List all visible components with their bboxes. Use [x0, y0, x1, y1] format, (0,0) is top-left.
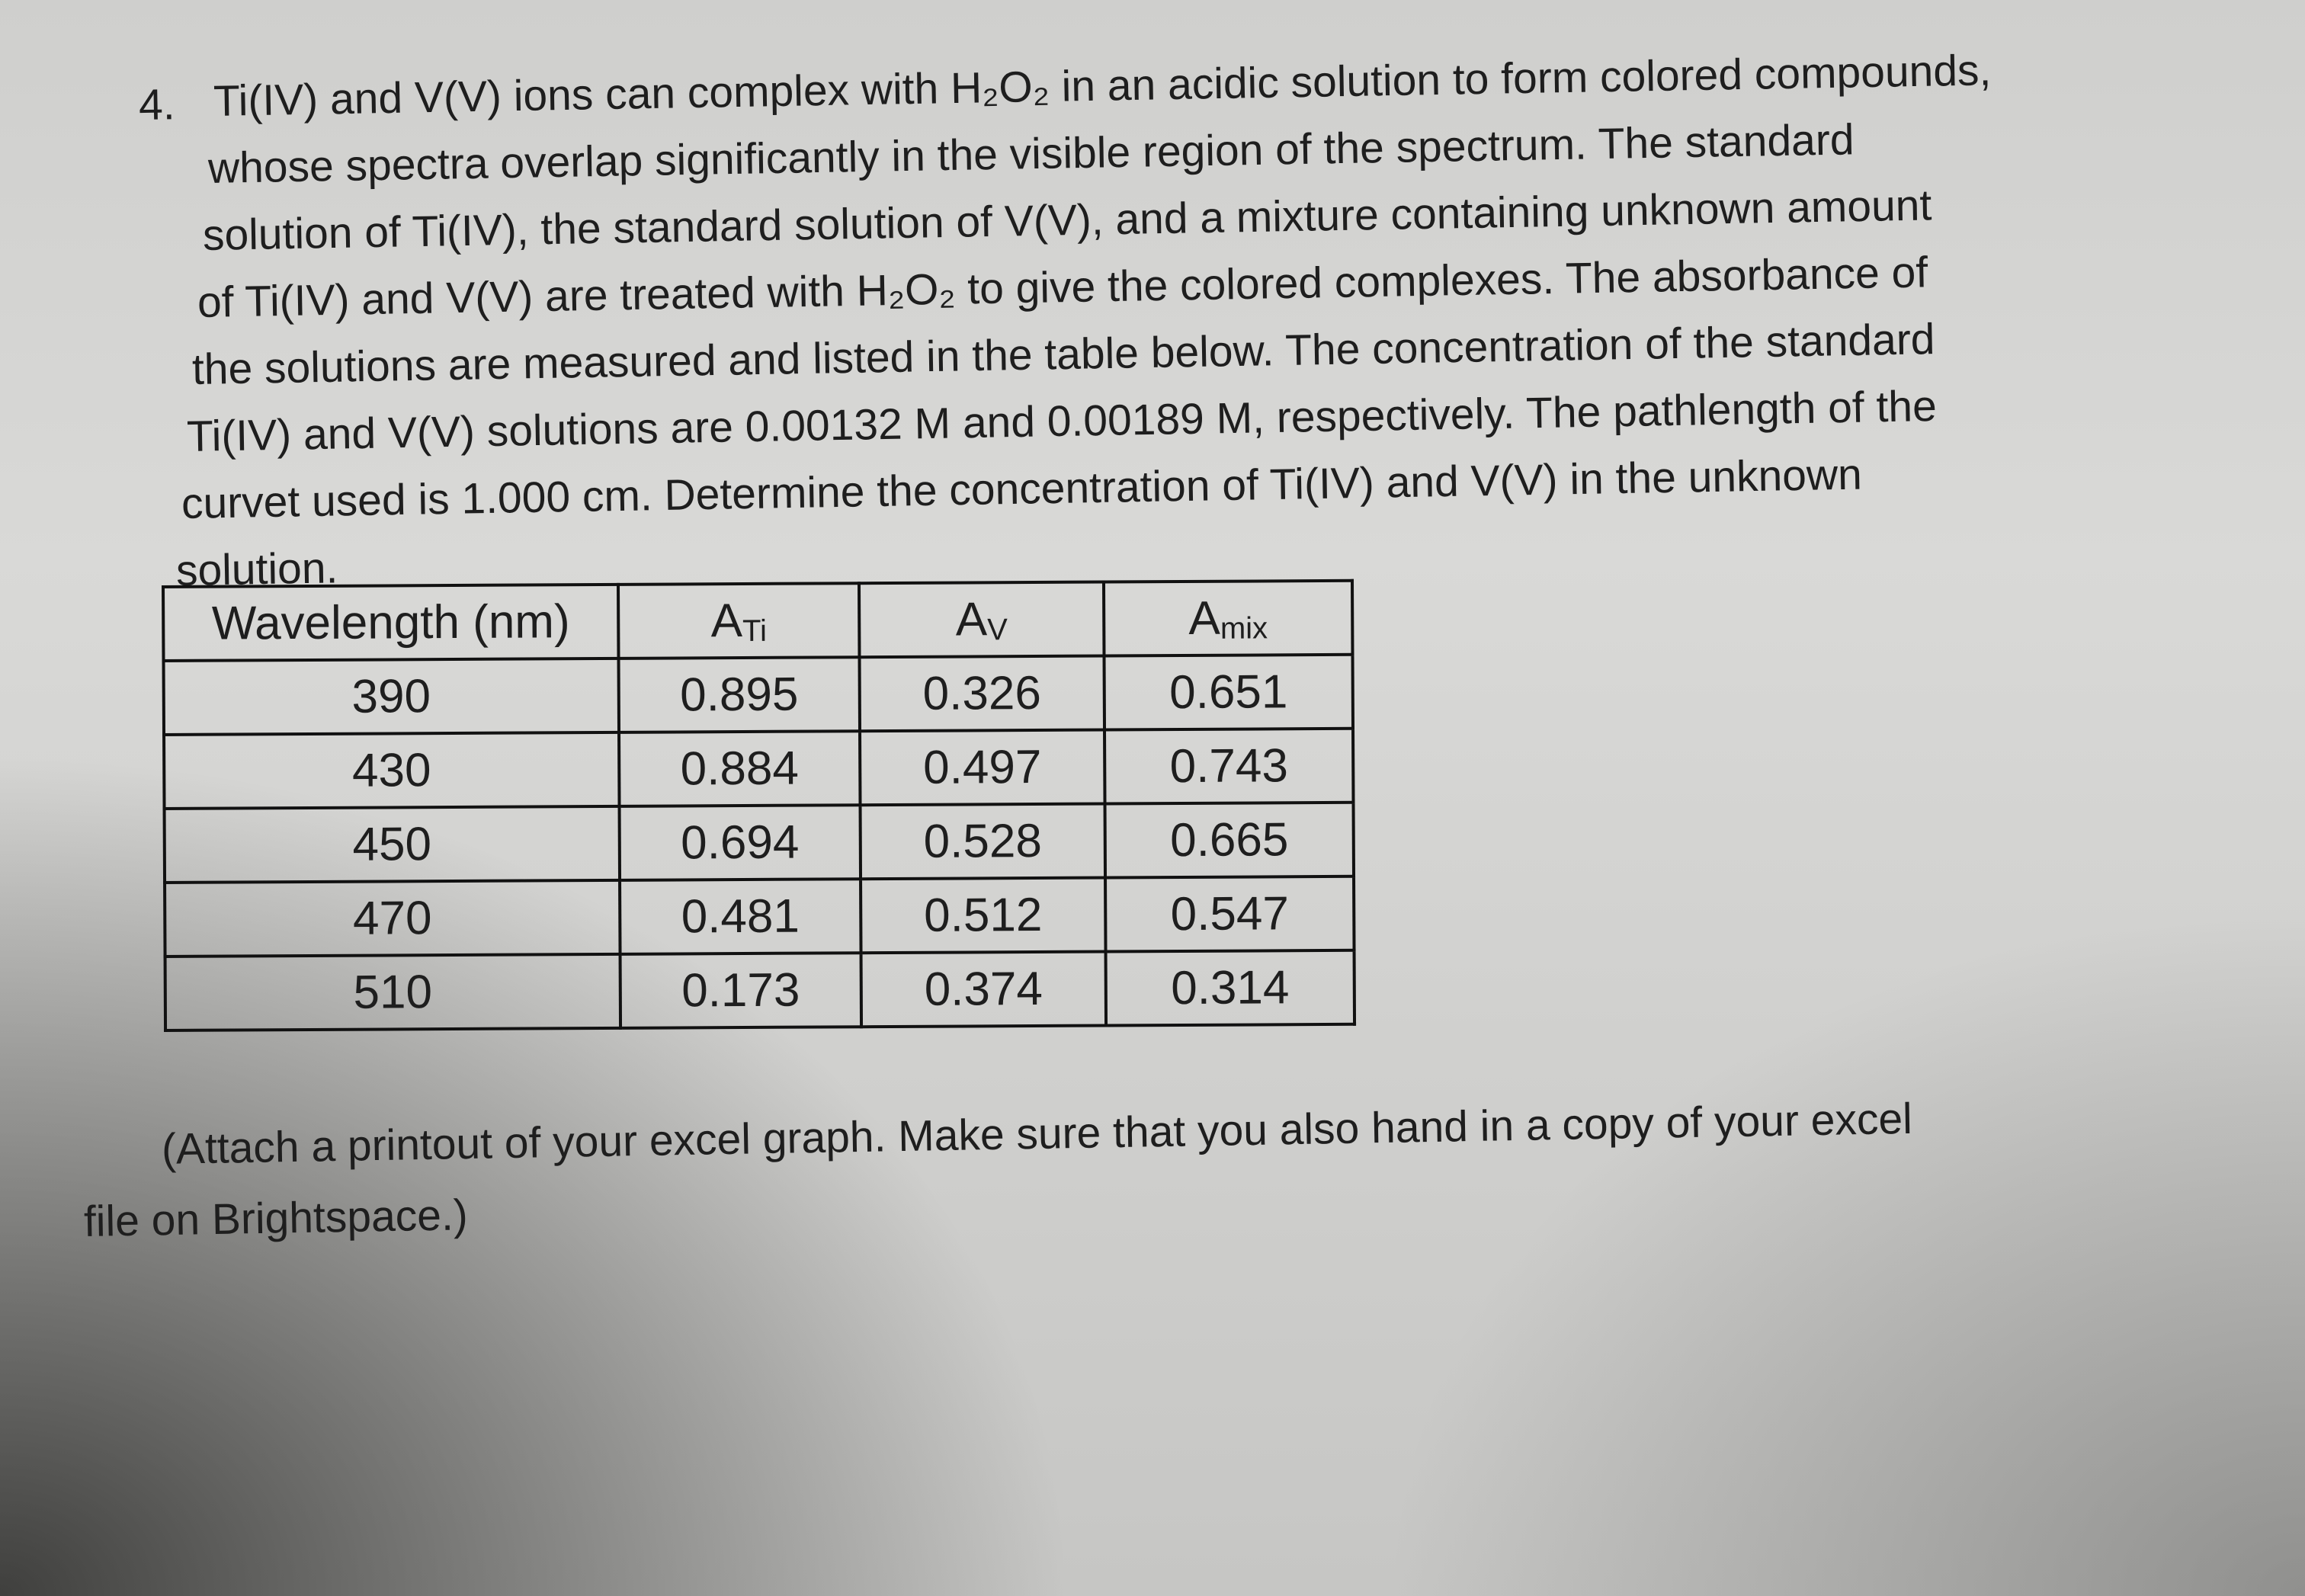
question-line: solution of Ti(IV), the standard solutio… — [202, 181, 1932, 260]
table-cell: 0.497 — [860, 729, 1105, 806]
question-line: curvet used is 1.000 cm. Determine the c… — [181, 450, 1863, 528]
table-cell: 0.694 — [619, 805, 861, 880]
table-cell: 0.326 — [859, 655, 1105, 732]
table-cell: 0.173 — [620, 953, 862, 1028]
header-cell: AV — [858, 582, 1104, 658]
header-subscript: mix — [1220, 611, 1268, 646]
table-row: 510 0.173 0.374 0.314 — [165, 950, 1355, 1030]
question-number: 4. — [138, 80, 176, 130]
header-cell: ATi — [618, 583, 860, 659]
header-text: A — [955, 592, 988, 646]
header-cell: Amix — [1103, 580, 1353, 656]
table-cell: 0.665 — [1104, 802, 1354, 878]
table-cell: 0.512 — [861, 877, 1106, 953]
table-cell: 0.314 — [1105, 950, 1355, 1026]
header-text: A — [710, 594, 743, 647]
table-row: 430 0.884 0.497 0.743 — [164, 728, 1354, 809]
footer-line: file on Brightspace.) — [83, 1191, 469, 1246]
question-line: whose spectra overlap significantly in t… — [207, 115, 1855, 193]
table-cell: 0.743 — [1104, 728, 1354, 804]
table-cell: 0.547 — [1105, 876, 1354, 952]
table-cell: 0.884 — [619, 731, 861, 806]
header-cell: Wavelength (nm) — [163, 584, 619, 661]
table-cell: 0.528 — [860, 803, 1106, 880]
footer-line: (Attach a printout of your excel graph. … — [161, 1094, 1913, 1174]
table-cell: 450 — [164, 806, 620, 883]
question-line: Ti(IV) and V(V) ions can complex with H₂… — [213, 46, 1992, 126]
table-cell: 0.374 — [861, 951, 1107, 1027]
table-cell: 390 — [163, 658, 620, 735]
header-text: A — [1188, 591, 1220, 645]
table-row: 450 0.694 0.528 0.665 — [164, 802, 1354, 883]
question-line: of Ti(IV) and V(V) are treated with H₂O₂… — [197, 248, 1928, 327]
table-cell: 470 — [165, 880, 620, 957]
header-text: Wavelength (nm) — [211, 595, 570, 650]
question-line: the solutions are measured and listed in… — [191, 315, 1935, 394]
table-cell: 0.651 — [1104, 654, 1354, 730]
question-line: Ti(IV) and V(V) solutions are 0.00132 M … — [186, 381, 1938, 461]
table-cell: 510 — [165, 953, 621, 1030]
table-cell: 430 — [164, 732, 620, 809]
header-subscript: V — [987, 612, 1008, 646]
absorbance-table: Wavelength (nm) ATi AV Amix 390 0.895 0.326 0.6… — [162, 579, 1356, 1032]
header-subscript: Ti — [742, 614, 768, 648]
table-row: 470 0.481 0.512 0.547 — [165, 876, 1354, 957]
header-row: Wavelength (nm) ATi AV Amix — [163, 580, 1353, 661]
table-cell: 0.895 — [618, 657, 861, 732]
table-row: 390 0.895 0.326 0.651 — [163, 654, 1354, 735]
table-cell: 0.481 — [620, 879, 861, 954]
